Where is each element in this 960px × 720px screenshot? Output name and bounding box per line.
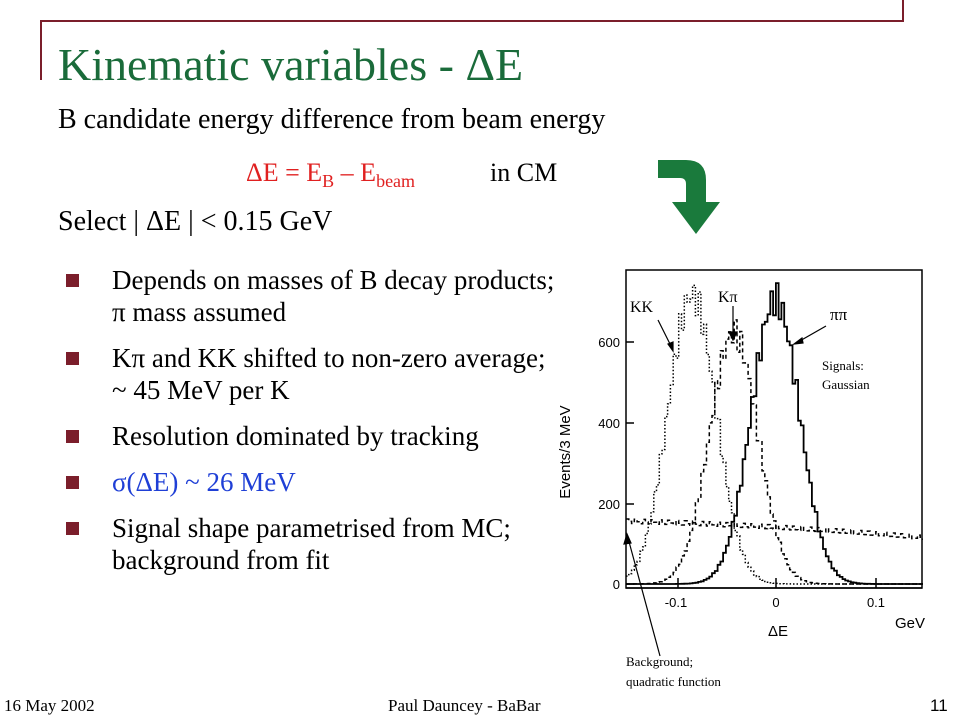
signals-label-line1: Signals: <box>822 358 864 373</box>
x-tick-label: 0 <box>772 595 779 610</box>
bullet-item-resolution: σ(ΔE) ~ 26 MeV <box>58 466 558 498</box>
background-label-line2: quadratic function <box>626 674 721 689</box>
selection-cut: Select | ΔE | < 0.15 GeV <box>58 206 333 237</box>
footer-author: Paul Dauncey - BaBar <box>388 696 541 715</box>
curve-k <box>626 319 923 585</box>
formula-suffix: in CM <box>490 158 558 187</box>
bullet-list: Depends on masses of B decay products; π… <box>58 264 558 590</box>
bullet-item: Depends on masses of B decay products; π… <box>58 264 558 328</box>
y-tick-label: 400 <box>598 416 620 431</box>
curve-background <box>626 518 923 541</box>
y-axis-label: Events/3 MeV <box>557 405 574 498</box>
bullet-item: Resolution dominated by tracking <box>58 420 558 452</box>
footer-date: 16 May 2002 <box>4 696 95 715</box>
delta-e-distribution-plot: 0 200 400 600 -0.1 0 0.1 ΔE GeV Events/3… <box>557 269 925 689</box>
kk-label: KK <box>630 299 654 316</box>
annotation-arrows <box>623 306 827 657</box>
bullet-square-icon <box>66 274 79 287</box>
delta-e-formula: ΔE = EB – Ebeam <box>246 158 416 192</box>
bullet-square-icon <box>66 430 79 443</box>
slide-subtitle: B candidate energy difference from beam … <box>58 104 606 135</box>
curved-down-arrow-icon <box>658 160 720 234</box>
slide-number: 11 <box>930 696 948 715</box>
bullet-square-icon <box>66 476 79 489</box>
plot-curves <box>626 282 923 585</box>
frame-left-line <box>40 20 42 80</box>
y-tick-marks <box>626 341 634 585</box>
background-label-line1: Background; <box>626 654 693 669</box>
curve- <box>626 282 923 585</box>
x-axis-label: ΔE <box>768 623 788 640</box>
y-tick-label: 200 <box>598 497 620 512</box>
x-tick-label: 0.1 <box>867 595 885 610</box>
plot-frame <box>625 269 923 589</box>
x-axis-unit: GeV <box>895 615 925 632</box>
frame-right-line <box>902 0 904 22</box>
slide-title: Kinematic variables - ΔE <box>58 39 524 90</box>
frame-top-line <box>40 20 904 22</box>
kpi-label: Kπ <box>718 289 738 306</box>
curve-kk <box>626 284 923 585</box>
x-tick-label: -0.1 <box>665 595 687 610</box>
y-tick-label: 0 <box>613 577 620 592</box>
pipi-label: ππ <box>830 305 848 324</box>
bullet-square-icon <box>66 352 79 365</box>
y-tick-label: 600 <box>598 335 620 350</box>
bullet-item: Signal shape parametrised from MC; backg… <box>58 512 558 576</box>
bullet-square-icon <box>66 522 79 535</box>
bullet-item: Kπ and KK shifted to non-zero average; ~… <box>58 342 558 406</box>
signals-label-line2: Gaussian <box>822 377 870 392</box>
